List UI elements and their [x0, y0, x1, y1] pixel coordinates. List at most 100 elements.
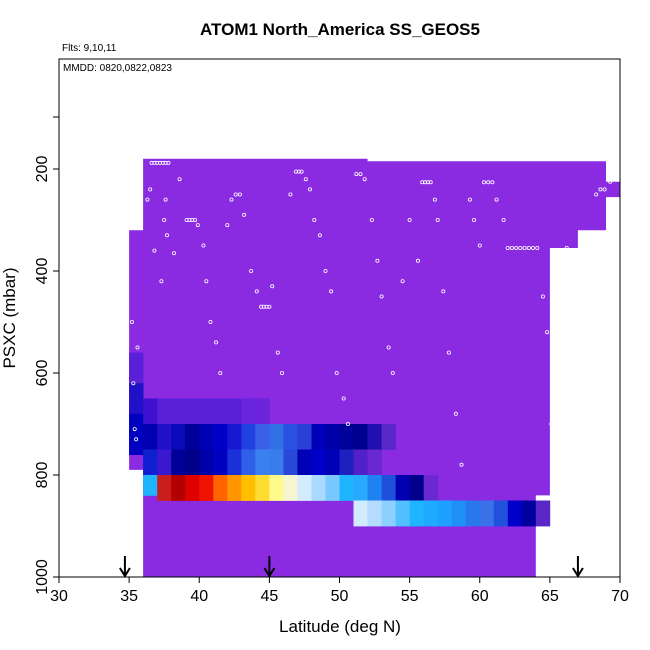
heatmap-cell	[129, 383, 144, 415]
y-tick-label: 400	[34, 258, 51, 285]
flight-point	[531, 245, 536, 250]
heatmap-cell	[395, 500, 410, 527]
flight-point	[264, 304, 269, 309]
flight-point	[549, 421, 554, 426]
heatmap-cell	[381, 475, 396, 501]
heatmap-cell	[325, 475, 340, 501]
flight-point	[208, 319, 213, 324]
flight-point	[307, 187, 312, 192]
flight-point	[312, 217, 317, 222]
flight-point	[407, 217, 412, 222]
flight-point	[152, 248, 157, 253]
heatmap-cell	[297, 449, 312, 476]
heatmap-cell	[465, 500, 481, 527]
flight-point	[598, 187, 603, 192]
heatmap-cell	[367, 475, 382, 501]
flight-point	[570, 279, 575, 284]
flight-point	[545, 330, 550, 335]
flight-point	[229, 197, 234, 202]
flight-point	[415, 258, 420, 263]
flight-point	[218, 370, 223, 375]
heatmap-cell	[269, 449, 284, 476]
heatmap-cell	[129, 352, 144, 384]
flight-point	[428, 180, 433, 185]
plot-area	[119, 158, 620, 578]
heatmap-cell	[157, 424, 172, 450]
flight-point	[279, 370, 284, 375]
heatmap-cell	[409, 475, 424, 501]
heatmap-cell	[325, 449, 340, 476]
flight-point	[613, 177, 618, 182]
heatmap-cell	[493, 500, 509, 527]
flight-point	[163, 197, 168, 202]
heatmap-cell	[339, 449, 354, 476]
heatmap-cell	[507, 500, 523, 527]
heatmap-cell	[227, 424, 242, 450]
flight-point	[177, 177, 182, 182]
heatmap-cell	[423, 475, 439, 501]
heatmap-cell	[311, 475, 326, 501]
flight-point	[362, 177, 367, 182]
heatmap-cell	[311, 424, 326, 450]
x-tick-label: 70	[611, 588, 629, 605]
flight-point	[522, 245, 527, 250]
heatmap-cell	[227, 475, 242, 501]
flight-point	[386, 345, 391, 350]
heatmap-cell	[367, 424, 382, 450]
flight-point	[323, 268, 328, 273]
heatmap-cell	[311, 449, 326, 476]
heatmap-cell	[521, 500, 537, 527]
heatmap-cell	[143, 475, 158, 496]
flight-point	[486, 180, 491, 185]
flight-point	[501, 217, 506, 222]
x-tick-label: 55	[401, 588, 419, 605]
heatmap-cell	[297, 424, 312, 450]
flight-point	[375, 258, 380, 263]
flight-point	[505, 245, 510, 250]
x-tick-label: 30	[50, 588, 68, 605]
flight-point	[490, 180, 495, 185]
heatmap-cell	[283, 449, 298, 476]
flight-point	[201, 243, 206, 248]
flight-point	[341, 396, 346, 401]
flight-point	[254, 289, 259, 294]
flight-point	[554, 549, 559, 554]
flight-point	[148, 187, 153, 192]
y-tick-label: 200	[34, 156, 51, 183]
heatmap-cell	[367, 449, 382, 476]
flight-point	[494, 197, 499, 202]
flight-point	[204, 279, 209, 284]
heatmap-cell	[381, 500, 396, 527]
heatmap-cell	[325, 424, 340, 450]
x-tick-label: 65	[541, 588, 559, 605]
flight-point	[275, 350, 280, 355]
heatmap-cell	[255, 475, 270, 501]
flight-point	[400, 279, 405, 284]
heatmap-cell	[451, 500, 467, 527]
flight-point	[214, 340, 219, 345]
flight-point	[293, 169, 298, 174]
heatmap-cell	[381, 424, 396, 450]
flight-point	[329, 289, 334, 294]
heatmap-cell	[227, 449, 242, 476]
flight-point	[233, 192, 238, 197]
flight-point	[129, 319, 134, 324]
heatmap-cell	[143, 424, 158, 450]
heatmap-cell	[535, 500, 551, 527]
flight-point	[358, 172, 363, 177]
heatmap-cell	[129, 413, 144, 455]
x-tick-label: 35	[120, 588, 138, 605]
flight-point	[509, 245, 514, 250]
flight-point	[171, 251, 176, 256]
flight-point	[249, 268, 254, 273]
x-tick-label: 40	[190, 588, 208, 605]
flight-point	[132, 427, 137, 432]
flight-point	[162, 217, 167, 222]
flight-point	[432, 197, 437, 202]
flight-point	[317, 233, 322, 238]
heatmap-cell	[199, 475, 214, 501]
flight-point	[594, 192, 599, 197]
flight-point	[184, 217, 189, 222]
flight-point	[303, 177, 308, 182]
y-tick-label: 600	[34, 360, 51, 387]
